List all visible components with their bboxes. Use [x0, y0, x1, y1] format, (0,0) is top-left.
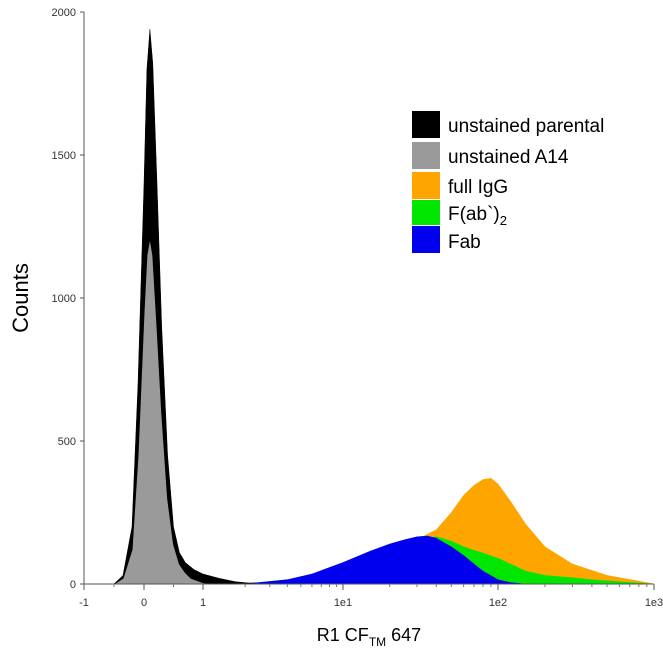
legend-label-fab2-main: F(ab`) [448, 204, 500, 225]
legend-swatch-fab2 [412, 200, 440, 225]
histogram-series-layer [112, 29, 655, 585]
x-tick-label: 1e2 [489, 597, 507, 609]
series-area-unstained-a14 [112, 237, 215, 585]
legend-swatch-fab [412, 226, 440, 253]
legend: unstained parental unstained A14 full Ig… [412, 111, 604, 253]
legend-swatch-unstained-a14 [412, 142, 440, 169]
legend-swatch-unstained-parental [412, 111, 440, 138]
x-axis-title-main: R1 CF [317, 625, 369, 645]
legend-label-fab: Fab [448, 232, 481, 253]
legend-label-full-igg: full IgG [448, 177, 508, 198]
legend-label-unstained-parental: unstained parental [448, 116, 604, 137]
series-area-fab [227, 535, 526, 585]
y-tick-label: 0 [70, 579, 76, 591]
x-axis-title-suffix: 647 [386, 625, 421, 645]
legend-label-unstained-a14: unstained A14 [448, 147, 569, 168]
x-tick-label: -1 [79, 597, 89, 609]
x-tick-label: 1e3 [645, 597, 663, 609]
legend-swatch-full-igg [412, 172, 440, 199]
y-axis-title: Counts [8, 263, 33, 333]
legend-label-fab2-subscript: 2 [500, 213, 507, 228]
x-axis-title: R1 CFTM 647 [317, 625, 421, 649]
x-tick-label: 1e1 [334, 597, 352, 609]
y-tick-label: 500 [58, 436, 76, 448]
x-axis-title-subscript: TM [369, 635, 386, 649]
legend-label-fab2: F(ab`)2 [448, 204, 507, 228]
y-tick-label: 1500 [52, 150, 76, 162]
y-tick-label: 1000 [52, 293, 76, 305]
y-tick-label: 2000 [52, 7, 76, 19]
x-tick-label: 1 [200, 597, 206, 609]
x-tick-label: 0 [141, 597, 147, 609]
